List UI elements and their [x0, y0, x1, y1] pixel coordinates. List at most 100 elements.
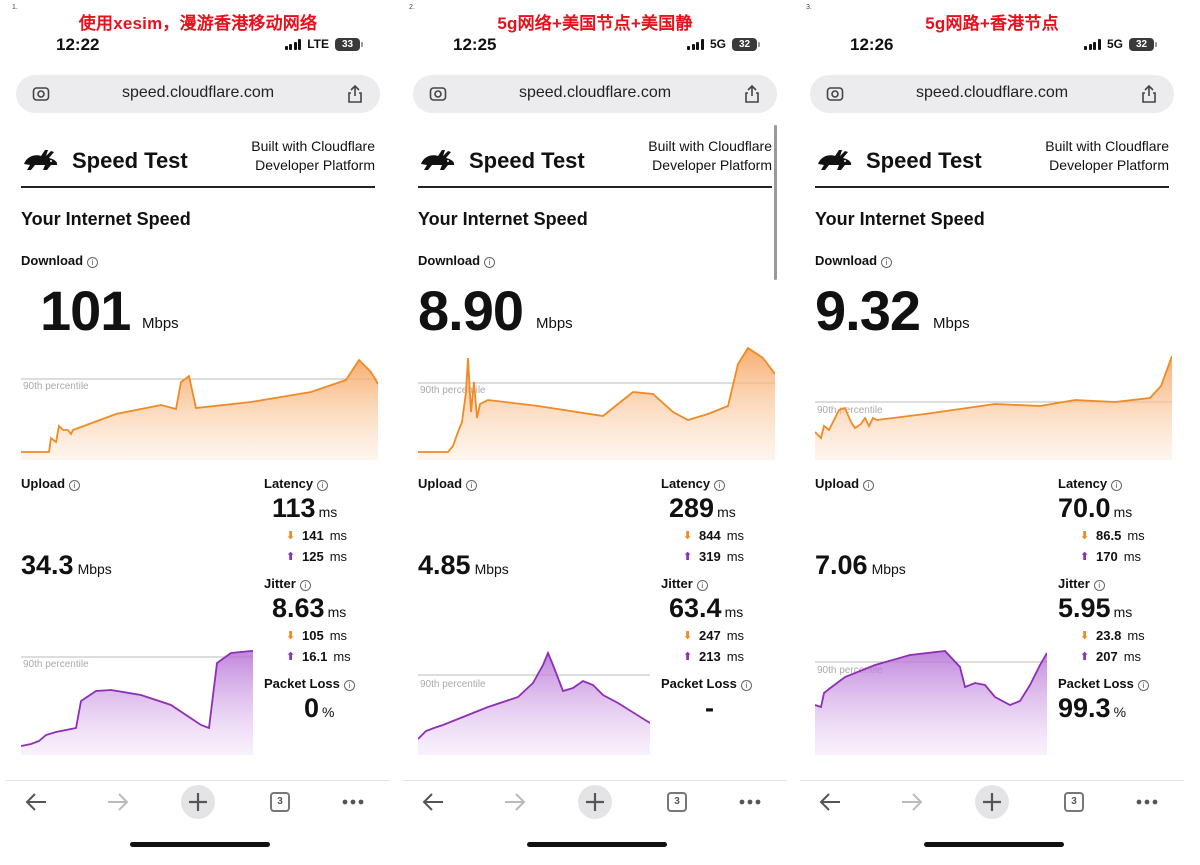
info-icon[interactable]: i: [69, 480, 81, 491]
share-icon[interactable]: [346, 84, 364, 104]
download-label-text: Download: [815, 253, 878, 268]
upload-value: 4.85 Mbps: [418, 550, 509, 581]
packet-loss-unit: %: [1113, 704, 1127, 720]
share-icon[interactable]: [1140, 84, 1158, 104]
forward-arrow-icon[interactable]: [503, 791, 527, 813]
jitter-up: ⬆ 16.1 ms: [264, 646, 384, 667]
upload-arrow-icon: ⬆: [683, 651, 693, 663]
upload-unit: Mbps: [474, 561, 509, 577]
back-arrow-icon[interactable]: [818, 791, 842, 813]
status-indicators: 5G 32: [687, 37, 760, 51]
new-tab-button[interactable]: [578, 785, 612, 819]
info-icon[interactable]: i: [317, 480, 329, 491]
address-bar[interactable]: speed.cloudflare.com: [810, 75, 1174, 113]
built-with-text[interactable]: Built with Cloudflare Developer Platform: [1045, 137, 1169, 175]
info-icon[interactable]: i: [1093, 580, 1105, 591]
info-icon[interactable]: i: [343, 680, 355, 691]
back-arrow-icon[interactable]: [421, 791, 445, 813]
tabs-button[interactable]: 3: [667, 792, 687, 812]
percentile-label: 90th percentile: [23, 381, 89, 392]
info-icon[interactable]: i: [881, 257, 893, 268]
web-content: Speed Test Built with Cloudflare Develope…: [6, 120, 390, 780]
home-indicator[interactable]: [924, 842, 1064, 847]
percentile-label: 90th percentile: [23, 659, 89, 670]
scroll-indicator[interactable]: [774, 125, 777, 280]
page-info-icon[interactable]: [429, 85, 447, 103]
upload-value: 34.3 Mbps: [21, 550, 112, 581]
latency-up: ⬆ 125 ms: [264, 546, 384, 567]
percentile-label: 90th percentile: [420, 385, 486, 396]
jitter-label-text: Jitter: [661, 576, 693, 591]
page-info-icon[interactable]: [826, 85, 844, 103]
info-icon[interactable]: i: [696, 580, 708, 591]
screenshot-panel-1: 1. 使用xesim，漫游香港移动网络 12:22 LTE 33 speed.c…: [6, 0, 390, 865]
tabs-button[interactable]: 3: [1064, 792, 1084, 812]
info-icon[interactable]: i: [740, 680, 752, 691]
upload-unit: Mbps: [77, 561, 112, 577]
section-title: Your Internet Speed: [815, 209, 985, 229]
packet-loss-number: 99.3: [1058, 693, 1111, 723]
forward-arrow-icon[interactable]: [900, 791, 924, 813]
unit: ms: [726, 649, 745, 664]
status-indicators: 5G 32: [1084, 37, 1157, 51]
jitter-number: 5.95: [1058, 593, 1111, 623]
latency-up: ⬆ 170 ms: [1058, 546, 1178, 567]
built-with-text[interactable]: Built with Cloudflare Developer Platform: [648, 137, 772, 175]
tabs-button[interactable]: 3: [270, 792, 290, 812]
more-dots-icon[interactable]: [739, 799, 761, 805]
built-with-text[interactable]: Built with Cloudflare Developer Platform: [251, 137, 375, 175]
jitter-label: Jitter i: [661, 576, 781, 593]
latency-label-text: Latency: [264, 476, 314, 491]
latency-label-text: Latency: [661, 476, 711, 491]
back-arrow-icon[interactable]: [24, 791, 48, 813]
upload-chart: 90th percentile: [21, 650, 253, 755]
download-label-text: Download: [418, 253, 481, 268]
forward-arrow-icon[interactable]: [106, 791, 130, 813]
info-icon[interactable]: i: [863, 480, 875, 491]
info-icon[interactable]: i: [714, 480, 726, 491]
home-indicator[interactable]: [527, 842, 667, 847]
url-text[interactable]: speed.cloudflare.com: [518, 84, 672, 101]
info-icon[interactable]: i: [87, 257, 99, 268]
browser-toolbar: 3: [6, 780, 390, 865]
site-header: Speed Test Built with Cloudflare Develope…: [418, 136, 772, 188]
new-tab-button[interactable]: [975, 785, 1009, 819]
download-label-text: Download: [21, 253, 84, 268]
percentile-label: 90th percentile: [817, 665, 883, 676]
network-type: 5G: [1106, 37, 1123, 51]
download-arrow-icon: ⬇: [683, 630, 693, 642]
latency-up-value: 319: [699, 549, 721, 564]
section-title: Your Internet Speed: [418, 209, 588, 229]
info-icon[interactable]: i: [466, 480, 478, 491]
url-text[interactable]: speed.cloudflare.com: [121, 84, 275, 101]
latency-unit: ms: [1113, 504, 1133, 520]
download-arrow-icon: ⬇: [1080, 530, 1090, 542]
latency-down-value: 844: [699, 528, 721, 543]
info-icon[interactable]: i: [1111, 480, 1123, 491]
address-bar[interactable]: speed.cloudflare.com: [16, 75, 380, 113]
page-info-icon[interactable]: [32, 85, 50, 103]
plus-icon: [983, 793, 1001, 811]
info-icon[interactable]: i: [484, 257, 496, 268]
latency-label: Latency i: [661, 476, 781, 493]
info-icon[interactable]: i: [299, 580, 311, 591]
jitter-down-value: 105: [302, 628, 324, 643]
packet-loss-value: -: [661, 693, 781, 725]
home-indicator[interactable]: [130, 842, 270, 847]
panel-number: 2.: [409, 4, 415, 11]
upload-arrow-icon: ⬆: [1080, 651, 1090, 663]
share-icon[interactable]: [743, 84, 761, 104]
latency-up-value: 170: [1096, 549, 1118, 564]
jitter-label: Jitter i: [1058, 576, 1178, 593]
url-text[interactable]: speed.cloudflare.com: [915, 84, 1069, 101]
latency-unit: ms: [318, 504, 338, 520]
info-icon[interactable]: i: [1137, 680, 1149, 691]
status-indicators: LTE 33: [284, 37, 363, 51]
latency-down: ⬇ 141 ms: [264, 525, 384, 546]
more-dots-icon[interactable]: [1136, 799, 1158, 805]
download-label: Download i: [815, 253, 893, 268]
unit: ms: [329, 628, 348, 643]
address-bar[interactable]: speed.cloudflare.com: [413, 75, 777, 113]
more-dots-icon[interactable]: [342, 799, 364, 805]
new-tab-button[interactable]: [181, 785, 215, 819]
